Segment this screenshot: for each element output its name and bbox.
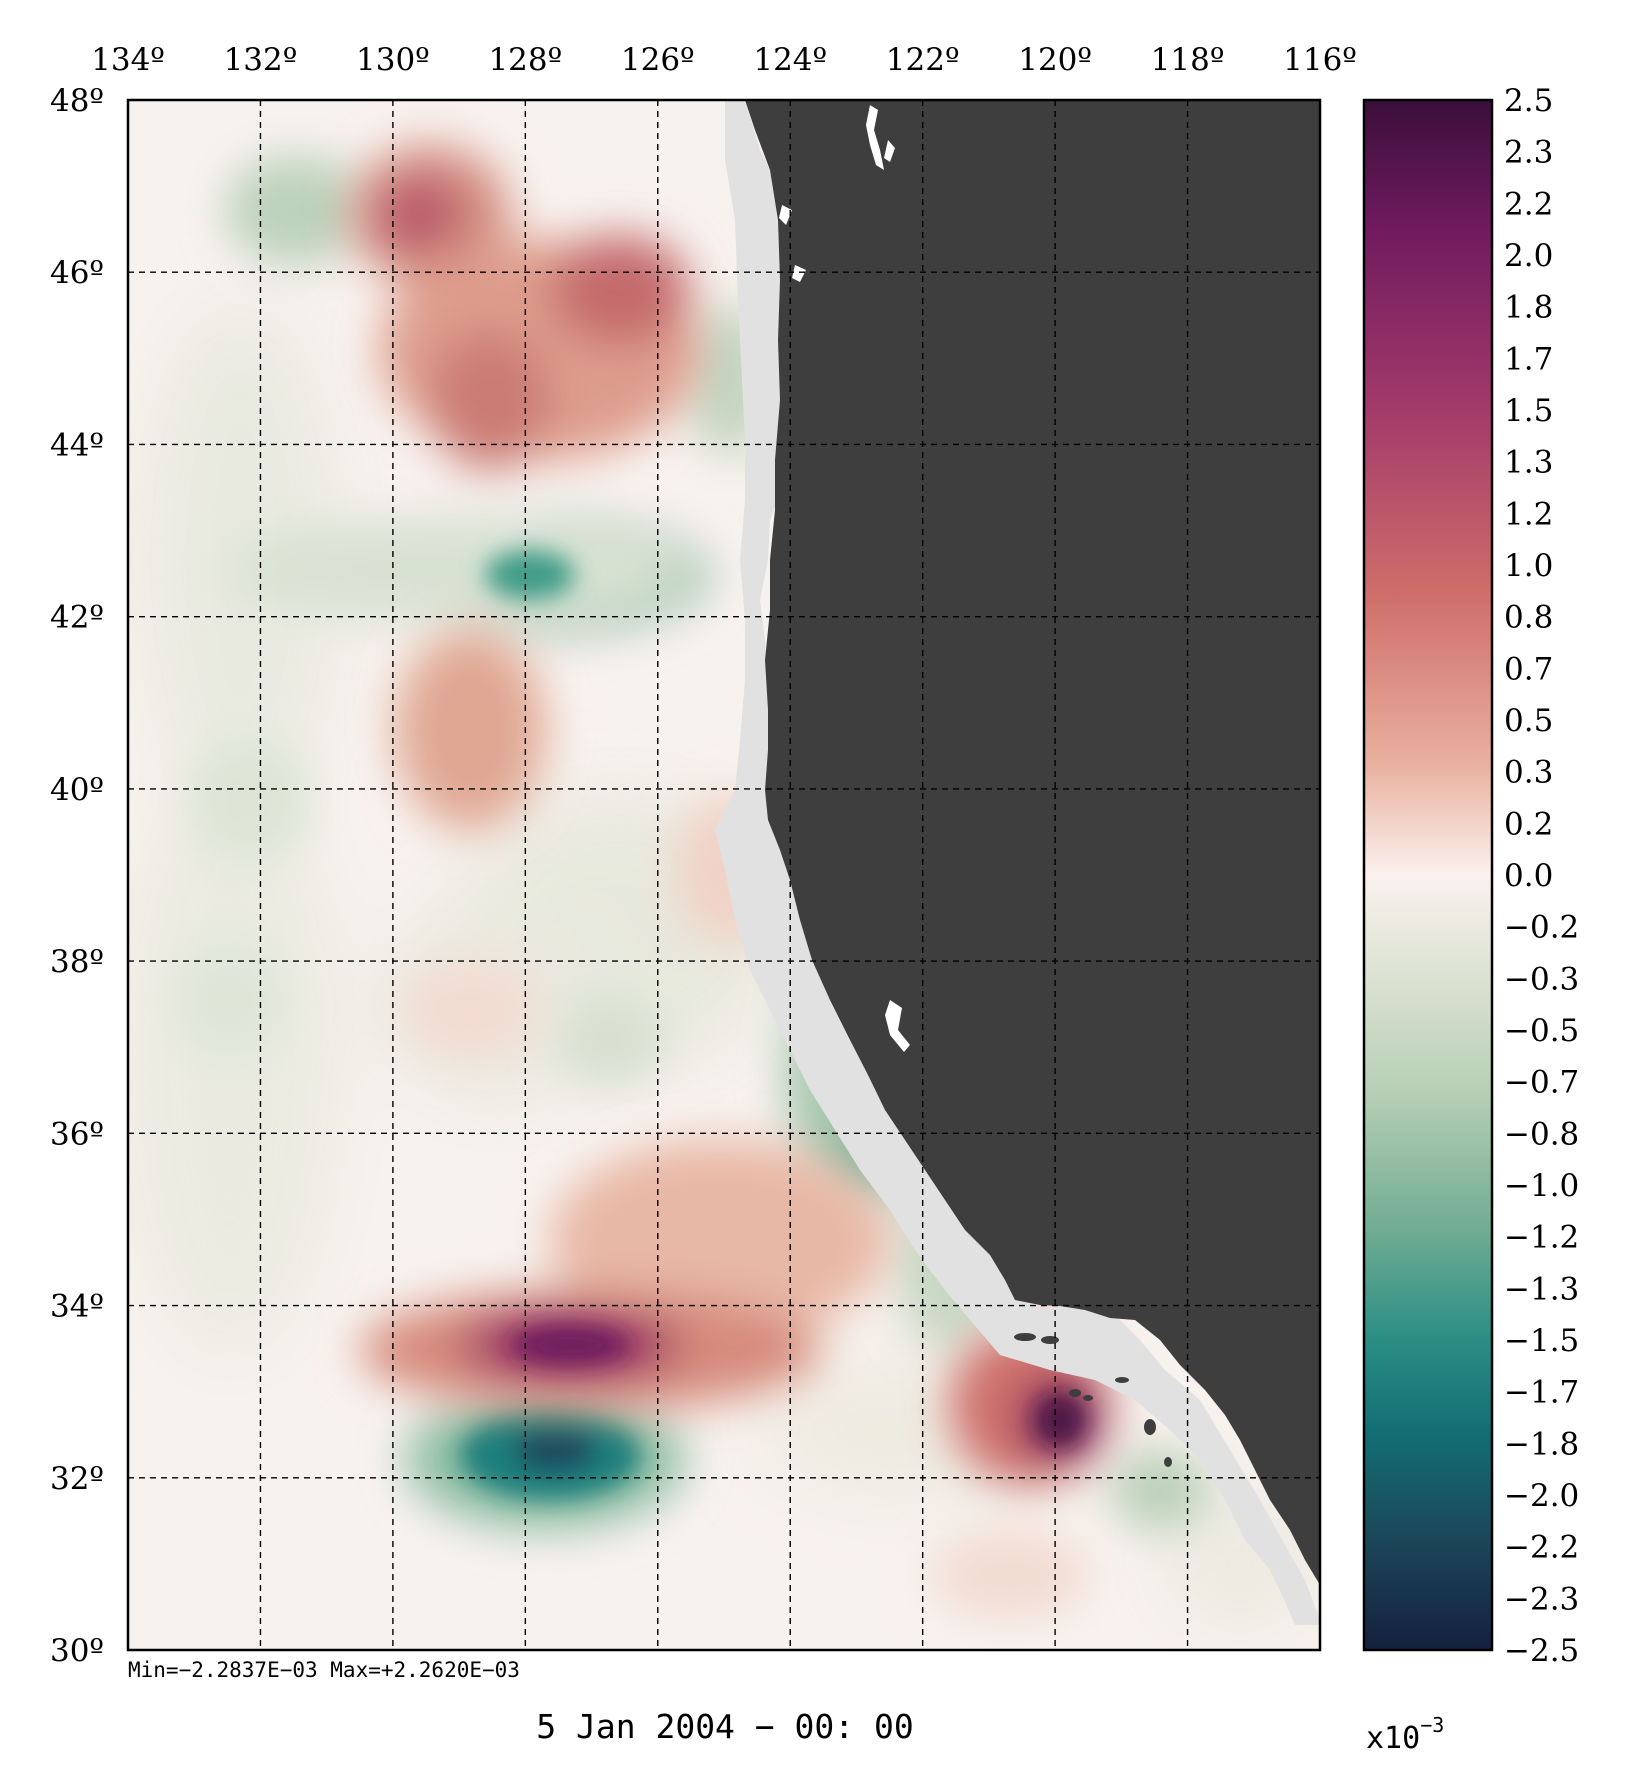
colorbar-tick-label: 2.0 xyxy=(1504,238,1553,274)
colorbar-multiplier-exponent: −3 xyxy=(1420,1713,1444,1737)
colorbar-tick-label: 0.0 xyxy=(1504,858,1553,894)
colorbar-tick-label: 1.8 xyxy=(1504,290,1553,326)
colorbar-tick-label: 0.8 xyxy=(1504,600,1553,636)
lon-tick-label: 116º xyxy=(1283,42,1357,78)
channel-islands xyxy=(1014,1333,1172,1467)
longitude-labels: 134º 132º 130º 128º 126º 124º 122º 120º 118º 116º xyxy=(91,42,1357,78)
inland-water xyxy=(779,105,910,1052)
lat-tick-label: 36º xyxy=(50,1116,104,1152)
colorbar-tick-label: −2.3 xyxy=(1504,1581,1579,1617)
colorbar-tick-label: −0.3 xyxy=(1504,961,1579,997)
latitude-labels: 48º 46º 44º 42º 40º 38º 36º 34º 32º 30º xyxy=(50,83,104,1669)
gridlines xyxy=(128,100,1320,1650)
lon-tick-label: 124º xyxy=(753,42,827,78)
colorbar-tick-label: −1.3 xyxy=(1504,1271,1579,1307)
colorbar-tick-label: 1.2 xyxy=(1504,496,1553,532)
coastal-mask xyxy=(715,100,1320,1625)
lat-tick-label: 30º xyxy=(50,1633,104,1669)
colorbar-tick-label: 0.3 xyxy=(1504,755,1553,791)
colorbar-tick-label: −0.7 xyxy=(1504,1065,1579,1101)
colorbar-tick-label: 1.0 xyxy=(1504,548,1553,584)
lon-tick-label: 130º xyxy=(356,42,430,78)
colorbar-tick-label: 0.2 xyxy=(1504,806,1553,842)
lon-tick-label: 126º xyxy=(621,42,695,78)
map-frame xyxy=(126,98,1322,1652)
colorbar-tick-label: 1.5 xyxy=(1504,393,1553,429)
colorbar-tick-label: 2.2 xyxy=(1504,186,1553,222)
colorbar-tick-label: −1.0 xyxy=(1504,1168,1579,1204)
lon-tick-label: 122º xyxy=(886,42,960,78)
colorbar-tick-label: 0.5 xyxy=(1504,703,1553,739)
colorbar-tick-label: 0.7 xyxy=(1504,651,1553,687)
lon-tick-label: 128º xyxy=(488,42,562,78)
lon-tick-label: 120º xyxy=(1018,42,1092,78)
colorbar-tick-label: −0.5 xyxy=(1504,1013,1579,1049)
lat-tick-label: 32º xyxy=(50,1461,104,1497)
colorbar-tick-label: −1.8 xyxy=(1504,1426,1579,1462)
colorbar-tick-label: −2.5 xyxy=(1504,1633,1579,1669)
colorbar-multiplier: x10−3 xyxy=(1366,1713,1444,1756)
colorbar-tick-label: 2.3 xyxy=(1504,135,1553,171)
colorbar-tick-label: −2.2 xyxy=(1504,1530,1579,1566)
min-max-label: Min=−2.2837E−03 Max=+2.2620E−03 xyxy=(128,1658,520,1682)
lat-tick-label: 38º xyxy=(50,944,104,980)
colorbar xyxy=(1362,98,1494,1652)
colorbar-tick-label: 1.7 xyxy=(1504,341,1553,377)
lat-tick-label: 40º xyxy=(50,772,104,808)
colorbar-tick-label: 1.3 xyxy=(1504,445,1553,481)
time-caption: 5 Jan 2004 − 00: 00 xyxy=(536,1707,914,1746)
lat-tick-label: 48º xyxy=(50,83,104,119)
colorbar-tick-label: −0.8 xyxy=(1504,1116,1579,1152)
colorbar-tick-label: −1.2 xyxy=(1504,1220,1579,1256)
colorbar-tick-label: −1.7 xyxy=(1504,1375,1579,1411)
lon-tick-label: 132º xyxy=(224,42,298,78)
colorbar-tick-labels: 2.5 2.3 2.2 2.0 1.8 1.7 1.5 1.3 1.2 1.0 0.8 0.7 0.5 0… xyxy=(1504,83,1579,1669)
lat-tick-label: 42º xyxy=(50,600,104,636)
colorbar-tick-label: −1.5 xyxy=(1504,1323,1579,1359)
colorbar-tick-label: −0.2 xyxy=(1504,910,1579,946)
lat-tick-label: 34º xyxy=(50,1289,104,1325)
lon-tick-label: 134º xyxy=(91,42,165,78)
colorbar-tick-label: −2.0 xyxy=(1504,1478,1579,1514)
land-mass xyxy=(745,100,1320,1585)
lat-tick-label: 46º xyxy=(50,255,104,291)
lat-tick-label: 44º xyxy=(50,427,104,463)
colorbar-multiplier-base: x10 xyxy=(1366,1721,1420,1756)
lon-tick-label: 118º xyxy=(1151,42,1225,78)
colorbar-tick-label: 2.5 xyxy=(1504,83,1553,119)
